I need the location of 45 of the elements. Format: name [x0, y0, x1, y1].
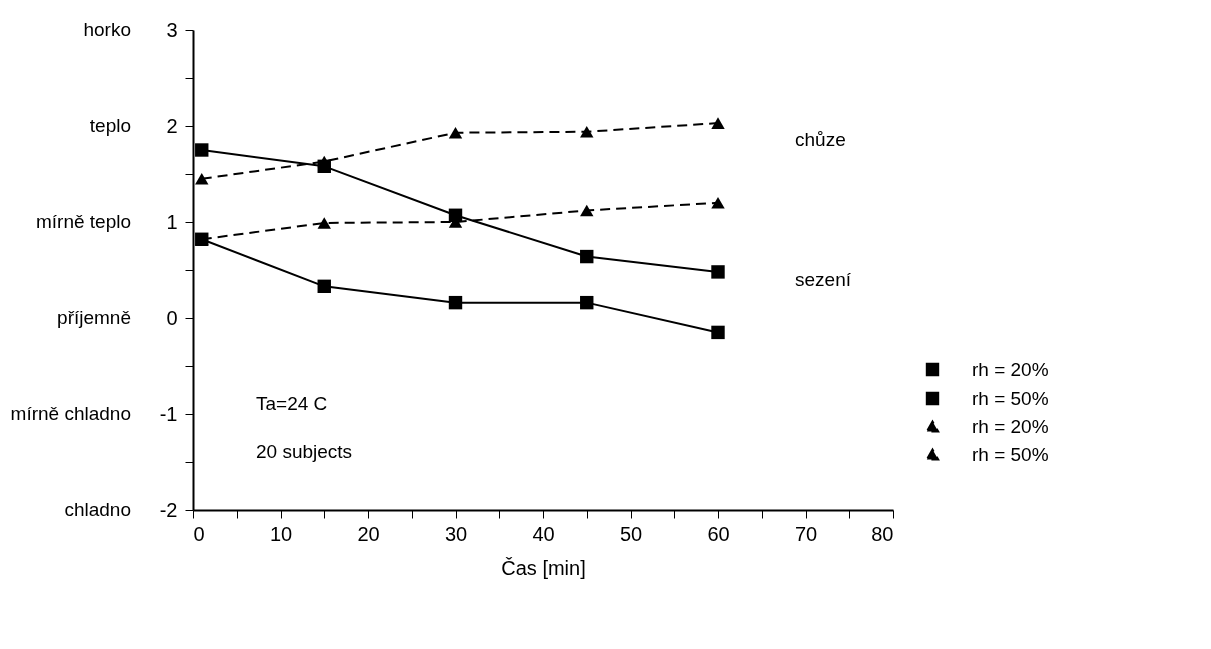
- x-tick-label: 10: [269, 522, 293, 545]
- point: [448, 126, 463, 139]
- annotation: Ta=24 C: [256, 393, 328, 415]
- point: [448, 295, 463, 310]
- legend-label: rh = 50%: [972, 387, 1049, 409]
- y-tick-label: 2: [166, 114, 178, 137]
- point: [711, 265, 725, 279]
- x-tick-label: 80: [871, 522, 894, 545]
- text: mírně teplo: [35, 211, 131, 232]
- text: příjemně: [57, 307, 131, 328]
- point: [711, 196, 725, 209]
- text: teplo: [89, 115, 131, 136]
- x-tick-label: 20: [357, 522, 380, 545]
- y-tick-label: 0: [166, 306, 178, 329]
- annotation: sezení: [795, 268, 852, 290]
- y-tick-label: 1: [166, 210, 178, 233]
- legend-label: rh = 50%: [972, 443, 1049, 465]
- point: [580, 295, 594, 310]
- text: chladno: [64, 499, 131, 520]
- point: [711, 117, 725, 129]
- annotation: chůze: [795, 129, 846, 151]
- text: horko: [83, 19, 131, 40]
- x-tick-label: 70: [794, 522, 818, 545]
- x-tick-label: 40: [532, 522, 555, 545]
- x-tick-label: 0: [193, 522, 205, 545]
- x-tick-label: 30: [444, 522, 468, 545]
- legend-label: rh = 20%: [972, 358, 1049, 380]
- point: [580, 204, 594, 217]
- point: [195, 172, 209, 185]
- annotation: 20 subjects: [256, 441, 353, 463]
- point: [317, 279, 331, 294]
- x-tick-label: 50: [619, 522, 643, 545]
- y-tick-label: 3: [166, 18, 178, 41]
- point: [711, 325, 725, 340]
- point: [580, 249, 594, 264]
- x-tick-label: 60: [707, 522, 730, 545]
- text: mírně chladno: [10, 403, 131, 424]
- y-tick-label: -1: [159, 402, 178, 425]
- legend-label: rh = 20%: [972, 415, 1049, 437]
- x-axis-title: Čas [min]: [501, 556, 586, 579]
- y-tick-label: -2: [159, 498, 178, 521]
- point: [195, 143, 209, 157]
- point: [317, 155, 331, 168]
- point: [580, 125, 594, 138]
- point: [317, 217, 331, 229]
